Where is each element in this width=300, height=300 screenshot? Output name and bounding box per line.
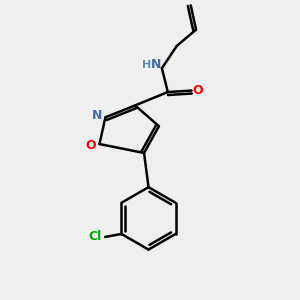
Text: O: O [86,139,97,152]
Text: O: O [193,84,203,97]
Text: N: N [92,109,102,122]
Text: H: H [142,60,151,70]
Text: Cl: Cl [88,230,101,243]
Text: N: N [152,58,162,71]
